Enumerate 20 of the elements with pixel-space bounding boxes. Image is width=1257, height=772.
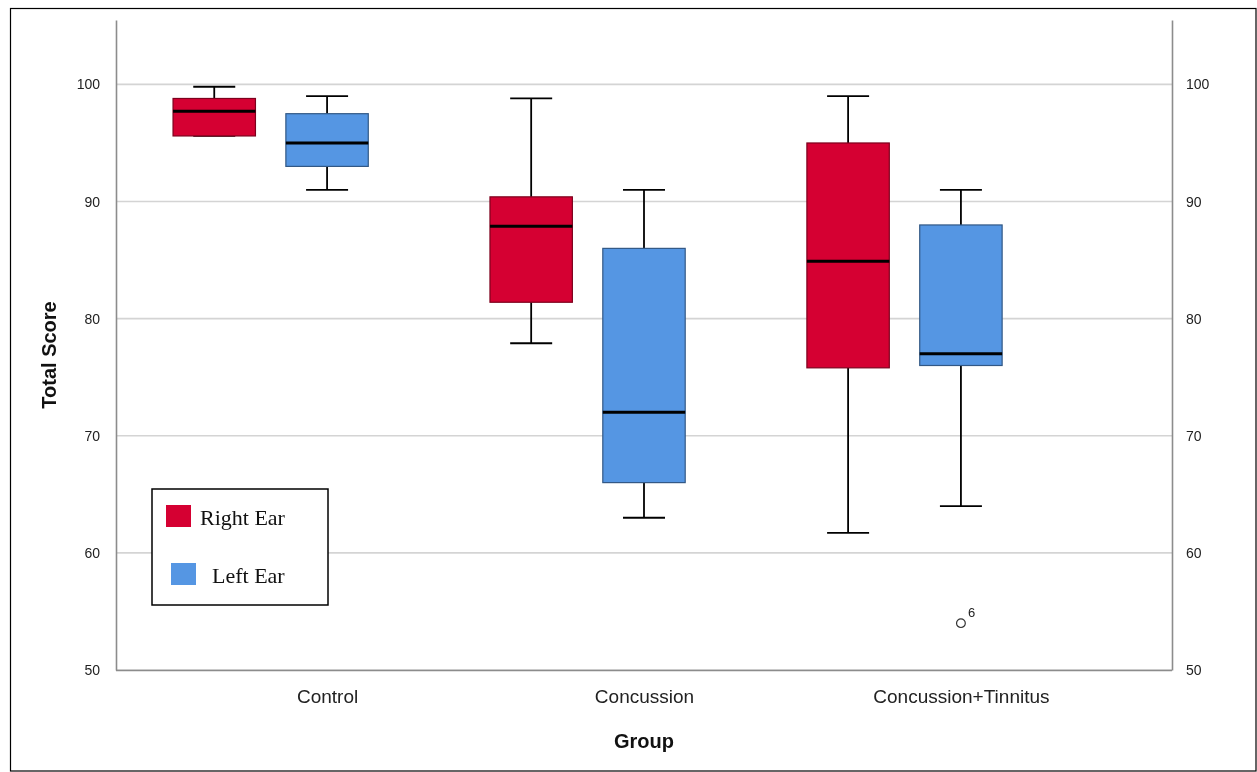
y2-tick-label: 80 <box>1186 310 1202 327</box>
y2-tick-label: 70 <box>1186 427 1202 444</box>
y-axis-title: Total Score <box>38 301 60 409</box>
x-axis-title: Group <box>614 730 674 752</box>
x-tick-label: Control <box>296 686 359 708</box>
y-tick-label: 80 <box>84 310 101 327</box>
y-tick-label: 100 <box>76 76 101 93</box>
x-tick-label: Concussion <box>594 686 695 708</box>
x-tick-label: Concussion+Tinnitus <box>873 686 1050 708</box>
y-tick-label: 90 <box>84 193 101 210</box>
y-tick-label: 50 <box>84 661 101 678</box>
y2-tick-label: 100 <box>1186 76 1210 93</box>
y2-tick-label: 90 <box>1186 193 1202 210</box>
annotation: 6 <box>967 605 976 621</box>
y-tick-label: 60 <box>84 544 101 561</box>
legend-label: Right Ear <box>200 505 286 530</box>
legend-label: Left Ear <box>212 563 286 588</box>
y2-tick-label: 60 <box>1186 544 1202 561</box>
y-tick-label: 70 <box>84 427 101 444</box>
y2-tick-label: 50 <box>1186 661 1202 678</box>
